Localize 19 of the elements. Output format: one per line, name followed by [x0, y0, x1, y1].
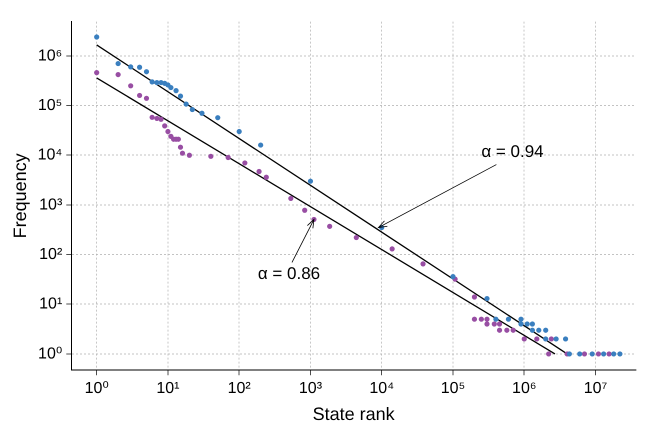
y-tick-label: 10⁵	[38, 96, 62, 114]
x-tick-label: 10²	[228, 380, 252, 398]
y-axis-title: Frequency	[10, 153, 30, 238]
y-tick-label: 10³	[39, 196, 63, 214]
x-axis-title: State rank	[312, 404, 396, 424]
y-tick-label: 10⁶	[38, 47, 62, 64]
x-tick-label: 10³	[298, 380, 323, 398]
x-tick-label: 10⁷	[584, 380, 608, 398]
x-tick-label: 10¹	[156, 380, 180, 398]
annotation: α = 0.86	[258, 264, 320, 284]
y-tick-label: 10⁴	[38, 146, 62, 164]
x-tick-label: 10⁰	[84, 380, 109, 398]
x-tick-label: 10⁴	[369, 380, 394, 398]
x-tick-label: 10⁶	[512, 380, 536, 398]
y-tick-label: 10¹	[39, 296, 62, 313]
y-tick-label: 10²	[39, 246, 63, 263]
y-tick-label: 10⁰	[38, 345, 62, 362]
x-tick-label: 10⁵	[440, 380, 466, 398]
annotation: α = 0.94	[481, 142, 544, 162]
